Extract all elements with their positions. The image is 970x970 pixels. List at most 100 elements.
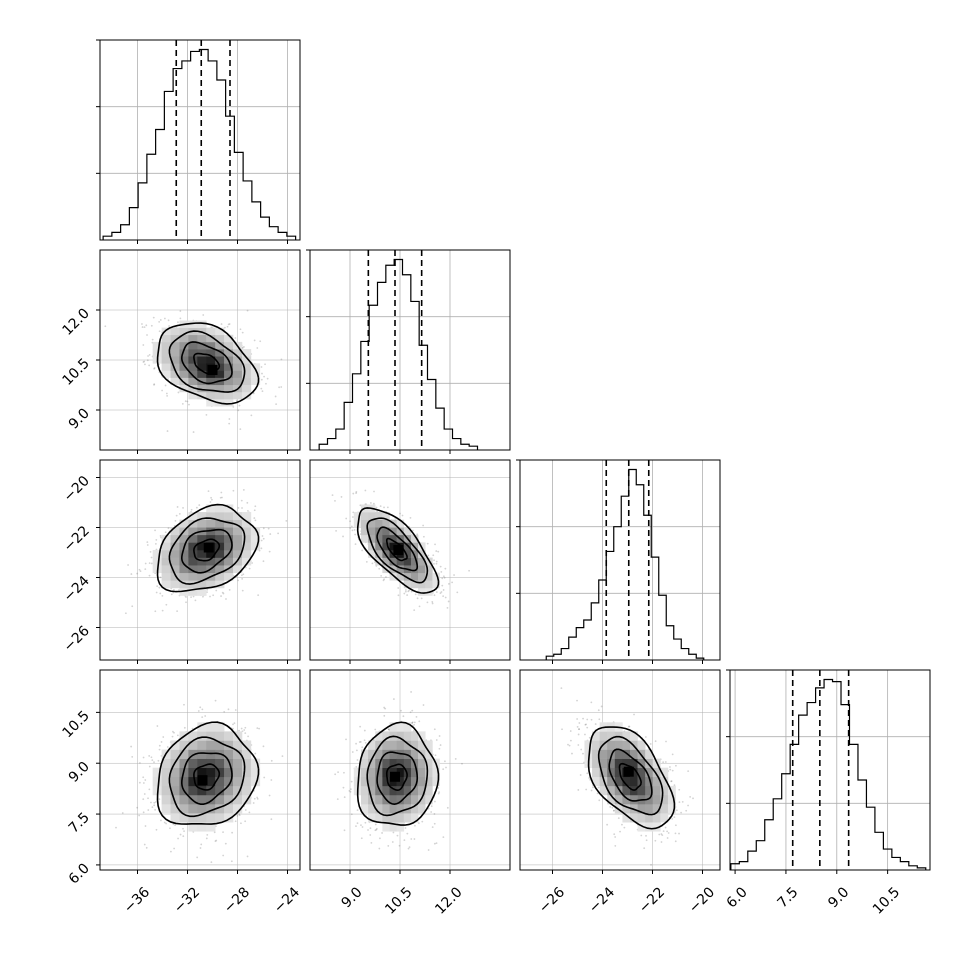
sample-point: [148, 788, 151, 791]
sample-point: [413, 723, 416, 726]
sample-point: [598, 799, 601, 802]
histogram-steps: [102, 48, 297, 240]
density-cell: [614, 740, 623, 750]
sample-point: [413, 838, 416, 840]
axes-frame: [519, 669, 721, 871]
density-cell: [410, 740, 419, 750]
sample-point: [239, 328, 242, 331]
axes-frame: [729, 669, 931, 871]
density-cell: [188, 740, 198, 750]
sample-point: [257, 594, 260, 597]
sample-point: [256, 797, 259, 800]
sample-point: [142, 756, 145, 759]
sample-point: [233, 722, 236, 725]
sample-point: [678, 801, 681, 804]
sample-point: [163, 317, 166, 320]
density-cell: [197, 356, 207, 364]
sample-point: [364, 821, 367, 824]
sample-point: [633, 713, 635, 716]
sample-point: [335, 530, 337, 532]
sample-point: [410, 691, 412, 693]
density-cell: [188, 785, 198, 796]
density-cell: [250, 370, 261, 378]
density-cell: [425, 580, 433, 589]
sample-point: [383, 706, 386, 709]
sample-point: [142, 782, 145, 784]
density-cell: [215, 731, 225, 741]
sample-point: [260, 387, 263, 390]
sample-point: [413, 721, 416, 724]
sample-point: [415, 715, 418, 718]
sample-point: [437, 787, 440, 789]
sample-point: [617, 817, 620, 820]
sample-point: [350, 525, 353, 528]
sample-point: [177, 321, 179, 324]
sample-point: [153, 761, 155, 764]
y-tick-label: 6.0: [66, 860, 93, 887]
sample-point: [244, 809, 247, 811]
sample-point: [199, 847, 202, 849]
sample-point: [159, 576, 162, 579]
sample-point: [374, 728, 377, 731]
density-cell: [410, 813, 419, 823]
density-cell: [233, 740, 243, 750]
sample-point: [418, 720, 421, 723]
density-cell: [410, 580, 419, 589]
sample-point: [234, 820, 237, 823]
sample-point: [375, 828, 378, 831]
density-cell: [206, 327, 216, 336]
sample-point: [374, 823, 377, 826]
density-cell: [630, 749, 638, 759]
sample-point: [165, 822, 167, 825]
density-cell: [645, 785, 654, 796]
sample-point: [383, 578, 386, 581]
density-cell: [206, 722, 216, 732]
sample-point: [150, 562, 153, 565]
density-cell: [179, 749, 189, 759]
density-cell: [250, 363, 261, 371]
sample-point: [434, 800, 436, 803]
density-cell: [250, 527, 261, 536]
sample-point: [431, 602, 434, 605]
sample-point: [141, 323, 143, 325]
sample-point: [131, 755, 134, 758]
density-cell: [607, 776, 616, 787]
density-cell: [197, 758, 207, 768]
sample-point: [254, 505, 257, 508]
density-cell: [215, 356, 225, 364]
sample-point: [179, 317, 182, 320]
sample-point: [433, 594, 436, 597]
density-cell: [592, 749, 600, 759]
sample-point: [375, 565, 378, 567]
sample-point: [115, 826, 117, 829]
sample-point: [628, 725, 631, 728]
density-cell: [652, 794, 661, 805]
sample-point: [275, 403, 278, 406]
sample-point: [205, 837, 208, 840]
sample-point: [627, 725, 630, 728]
sample-point: [370, 841, 373, 844]
sample-point: [596, 792, 599, 795]
sample-point: [270, 779, 273, 781]
sample-point: [411, 709, 414, 712]
sample-point: [160, 819, 162, 822]
sample-point: [178, 512, 181, 515]
sample-point: [228, 418, 231, 420]
density-cell: [170, 349, 180, 357]
sample-point: [142, 361, 145, 363]
contour-line: [356, 721, 440, 826]
sample-point: [337, 771, 339, 773]
sample-point: [177, 837, 179, 840]
sample-point: [146, 541, 149, 544]
density-cell: [233, 363, 243, 371]
sample-point: [232, 489, 235, 492]
sample-point: [202, 314, 205, 316]
sample-point: [243, 346, 245, 348]
sample-point: [143, 360, 146, 363]
sample-point: [169, 827, 171, 830]
x-tick-label: 9.0: [825, 884, 852, 911]
sample-point: [350, 780, 353, 783]
density-cell: [233, 749, 243, 759]
density-cell: [197, 822, 207, 832]
density-cell: [410, 804, 419, 814]
